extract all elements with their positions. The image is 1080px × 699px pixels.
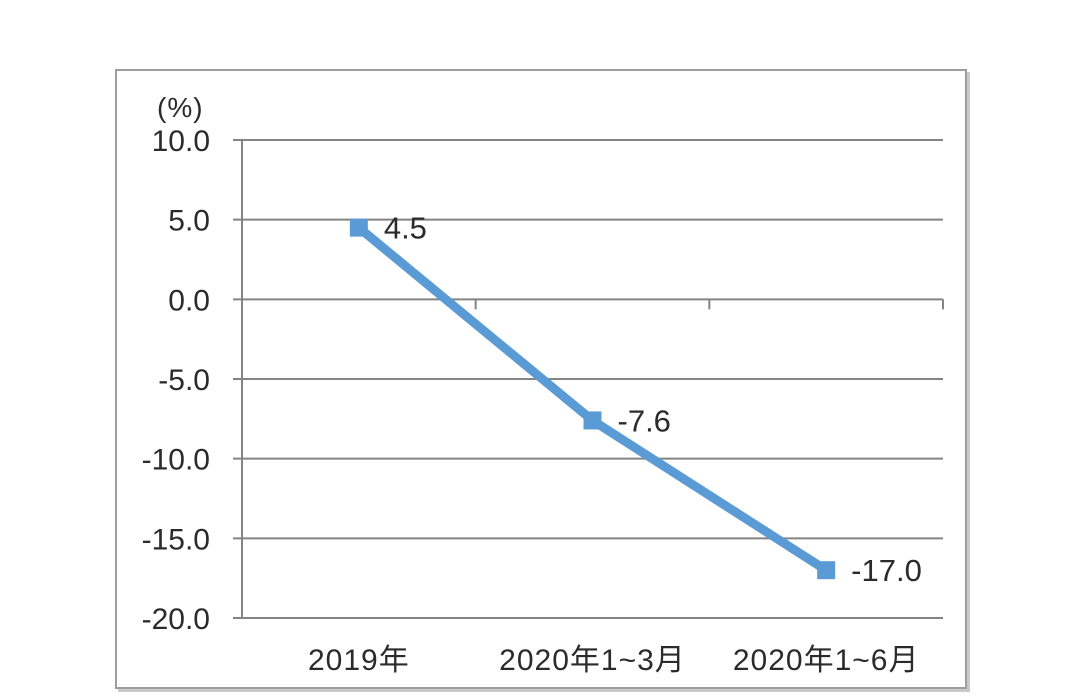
y-tick-label: -20.0 [142, 603, 210, 636]
y-tick-label: -5.0 [158, 364, 210, 397]
y-axis-unit-label: (%) [157, 92, 204, 123]
data-point-marker [817, 561, 836, 580]
data-label: -7.6 [618, 403, 671, 438]
x-tick-label: 2020年1~6月 [733, 644, 920, 677]
x-tick-label: 2020年1~3月 [499, 644, 686, 677]
y-tick-label: 5.0 [168, 205, 210, 238]
y-tick-label: 0.0 [168, 284, 210, 317]
data-label: 4.5 [384, 211, 427, 246]
data-point-marker [349, 218, 368, 237]
x-tick-label: 2019年 [308, 644, 410, 677]
y-tick-label: -15.0 [142, 523, 210, 556]
data-label: -17.0 [851, 553, 922, 588]
y-tick-label: 10.0 [152, 125, 210, 158]
series-line [355, 224, 829, 574]
data-point-marker [583, 411, 602, 430]
y-tick-label: -10.0 [142, 444, 210, 477]
